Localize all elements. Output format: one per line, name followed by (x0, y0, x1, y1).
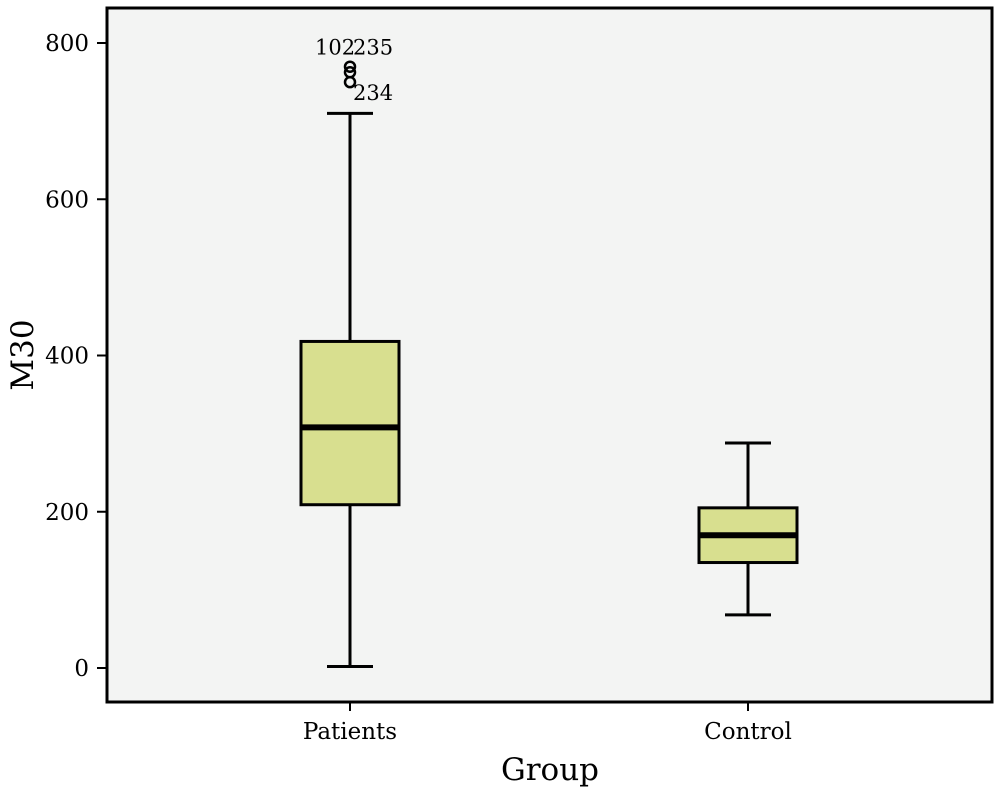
outlier-label: 102 (315, 36, 355, 60)
outlier-point (343, 60, 357, 73)
x-tick-label: Patients (303, 719, 397, 745)
y-axis-title: M30 (5, 319, 41, 390)
outlier-label: 234 (353, 81, 393, 105)
x-axis-title: Group (501, 752, 599, 788)
outlier-point (343, 75, 357, 89)
y-axis: 0 200 400 600 800 (45, 31, 107, 682)
box-control (697, 441, 799, 617)
plot-area (105, 6, 994, 704)
iqr-box (299, 339, 401, 507)
y-tick-label: 800 (45, 31, 89, 57)
x-tick-label: Control (704, 719, 792, 745)
y-tick-label: 200 (45, 500, 89, 526)
y-tick-label: 600 (45, 187, 89, 213)
x-axis: Patients Control (303, 702, 792, 745)
y-tick-label: 400 (45, 344, 89, 370)
outlier-label: 235 (353, 35, 393, 59)
y-tick-label: 0 (74, 656, 89, 682)
